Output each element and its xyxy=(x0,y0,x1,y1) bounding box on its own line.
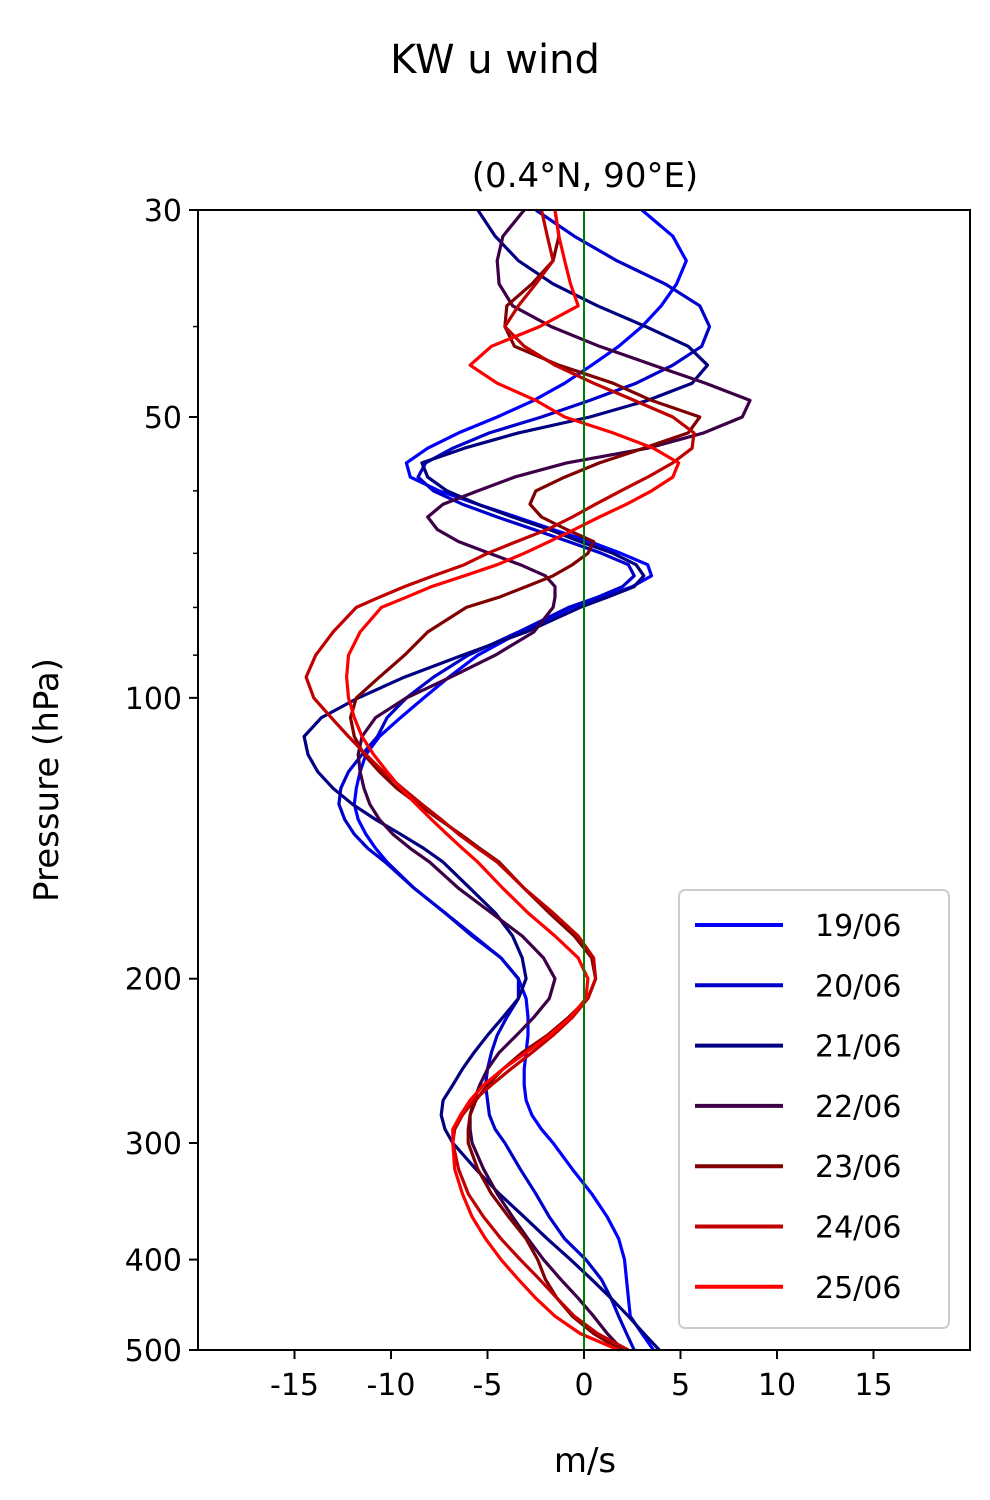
legend-label: 21/06 xyxy=(815,1030,901,1065)
legend: 19/06 20/06 21/06 22/06 23/06 24/06 25/06 xyxy=(678,889,950,1329)
y-axis-label: Pressure (hPa) xyxy=(27,658,67,902)
x-tick-label: 5 xyxy=(671,1368,690,1403)
y-tick-label: 500 xyxy=(125,1334,182,1369)
y-tick-label: 300 xyxy=(125,1127,182,1162)
series-line-25-06 xyxy=(345,209,681,1352)
x-tick-label: -5 xyxy=(473,1368,503,1403)
legend-label: 24/06 xyxy=(815,1211,901,1246)
axes-title: (0.4°N, 90°E) xyxy=(472,156,698,196)
legend-frame xyxy=(678,889,950,1329)
plot-area: -15 -10 -5 0 5 10 15 30 50 100 200 300 400 500 xyxy=(125,194,971,1403)
legend-label: 20/06 xyxy=(815,969,901,1004)
x-axis-ticks: -15 -10 -5 0 5 10 15 xyxy=(270,1350,893,1403)
y-tick-label: 50 xyxy=(144,401,182,436)
series-line-21-06 xyxy=(302,209,710,1352)
y-tick-label: 30 xyxy=(144,194,182,229)
legend-label: 25/06 xyxy=(815,1271,901,1306)
x-tick-label: -15 xyxy=(270,1368,319,1403)
legend-entries: 19/06 20/06 21/06 22/06 23/06 24/06 25/06 xyxy=(695,909,901,1306)
legend-label: 19/06 xyxy=(815,909,901,944)
y-tick-label: 100 xyxy=(125,682,182,717)
series-line-22-06 xyxy=(356,208,752,1352)
x-axis-label: m/s xyxy=(554,1441,616,1481)
x-tick-label: 15 xyxy=(854,1368,892,1403)
series-line-20-06 xyxy=(337,208,712,1351)
y-tick-label: 200 xyxy=(125,963,182,998)
x-tick-label: 10 xyxy=(758,1368,796,1403)
y-axis-ticks: 30 50 100 200 300 400 500 xyxy=(125,194,198,1369)
series-layer xyxy=(302,208,752,1352)
series-line-24-06 xyxy=(304,209,696,1352)
legend-label: 23/06 xyxy=(815,1150,901,1185)
figure-suptitle: KW u wind xyxy=(390,37,600,83)
legend-label: 22/06 xyxy=(815,1090,901,1125)
x-tick-label: 0 xyxy=(574,1368,593,1403)
y-tick-label: 400 xyxy=(125,1244,182,1279)
x-tick-label: -10 xyxy=(367,1368,416,1403)
series-line-19-06 xyxy=(352,208,688,1351)
